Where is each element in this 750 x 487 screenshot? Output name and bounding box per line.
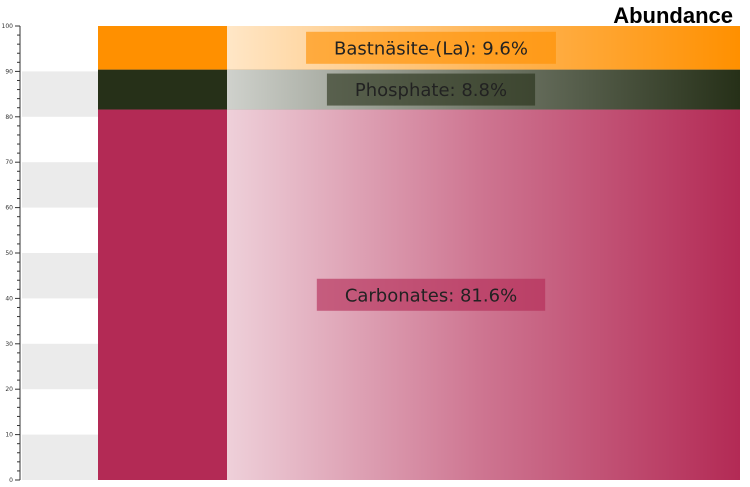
y-tick-label: 50 (5, 250, 13, 257)
y-tick-label: 40 (5, 295, 13, 302)
segment-label-phosphate: Phosphate: 8.8% (326, 73, 536, 106)
y-tick-label: 70 (5, 159, 13, 166)
segment-label-text: Bastnäsite-(La): 9.6% (334, 38, 528, 59)
segment-labels: Carbonates: 81.6% Phosphate: 8.8% Bastnäsi… (306, 31, 556, 311)
segment-label-box (326, 73, 536, 106)
y-tick-label: 0 (9, 477, 13, 484)
y-axis-ticks: 0 10 20 30 40 50 60 70 80 90 100 (2, 23, 20, 484)
y-tick-label: 90 (5, 68, 13, 75)
segment-label-text: Carbonates: 81.6% (345, 285, 517, 306)
y-tick-label: 20 (5, 386, 13, 393)
segment-label-box (316, 278, 546, 311)
segment-label-box (306, 31, 556, 64)
y-tick-label: 60 (5, 205, 13, 212)
y-tick-label: 100 (2, 23, 14, 30)
y-tick-label: 30 (5, 341, 13, 348)
y-tick-label: 80 (5, 114, 13, 121)
segment-label-text: Phosphate: 8.8% (355, 80, 507, 101)
chart-title: Abundance (613, 3, 733, 28)
y-tick-label: 10 (5, 432, 13, 439)
segment-label-bastn-site-la: Bastnäsite-(La): 9.6% (306, 31, 556, 64)
segment-label-carbonates: Carbonates: 81.6% (316, 278, 546, 311)
